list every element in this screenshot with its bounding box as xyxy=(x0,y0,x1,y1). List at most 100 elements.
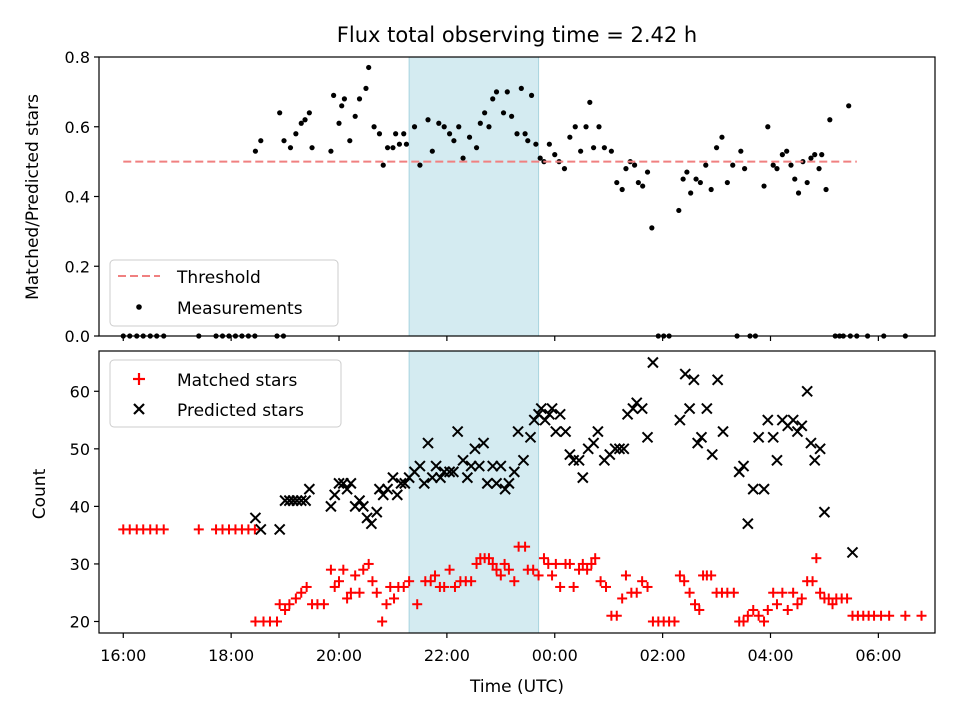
measurement-point xyxy=(779,152,785,158)
predicted-star-point xyxy=(430,460,442,472)
matched-star-point xyxy=(884,610,895,621)
measurement-point xyxy=(578,148,584,154)
measurement-point xyxy=(384,145,391,151)
predicted-star-point xyxy=(762,414,774,426)
top-legend-box xyxy=(109,259,339,327)
predicted-star-point xyxy=(461,471,474,484)
measurement-point xyxy=(572,124,578,130)
measurement-point xyxy=(601,145,607,151)
bottom-y-tick-label: 20 xyxy=(70,612,90,631)
measurement-point xyxy=(644,169,651,175)
matched-star-point xyxy=(900,610,911,621)
predicted-star-point xyxy=(469,443,481,455)
bottom-y-tick-label: 60 xyxy=(70,382,90,401)
predicted-star-point xyxy=(499,483,511,495)
predicted-star-point xyxy=(517,454,530,467)
predicted-star-point xyxy=(481,477,494,490)
matched-star-point xyxy=(381,599,392,610)
matched-star-point xyxy=(483,553,494,564)
measurement-point xyxy=(352,113,358,119)
matched-star-point xyxy=(792,599,803,610)
predicted-star-point xyxy=(328,489,341,501)
bottom-axes-frame xyxy=(98,350,936,634)
measurement-point xyxy=(456,124,462,130)
matched-star-point xyxy=(398,581,409,592)
bottom-panel: 20 30 40 50 60 16:00 18:00 20:00 22:00 00:00 02:0… xyxy=(30,350,936,697)
measurement-point xyxy=(703,162,709,168)
legend-matched-label: Matched stars xyxy=(177,371,297,391)
predicted-star-point xyxy=(742,517,754,530)
predicted-star-point xyxy=(706,448,718,461)
measurement-point xyxy=(819,152,825,158)
top-highlight-span xyxy=(408,56,540,337)
predicted-star-point xyxy=(846,546,859,559)
measurement-point xyxy=(309,145,315,151)
predicted-star-point xyxy=(737,460,750,472)
legend-measurements-swatch xyxy=(136,304,142,310)
measurement-point xyxy=(356,96,363,102)
matched-star-point xyxy=(334,576,345,587)
measurement-point xyxy=(697,179,703,186)
measurement-point xyxy=(366,64,372,71)
measurement-point xyxy=(371,124,377,130)
measurement-point xyxy=(490,96,496,102)
predicted-star-point xyxy=(688,374,700,386)
predicted-star-point xyxy=(535,402,547,415)
predicted-star-point xyxy=(695,431,708,444)
matched-star-point xyxy=(533,570,544,581)
matched-star-point xyxy=(842,593,853,604)
measurement-point xyxy=(376,131,383,137)
matched-star-point xyxy=(345,587,356,598)
predicted-star-point xyxy=(279,494,291,507)
predicted-star-point xyxy=(377,489,389,501)
measurement-point xyxy=(482,110,488,116)
matched-star-point xyxy=(342,593,353,604)
measurement-point xyxy=(676,207,682,214)
matched-star-point xyxy=(338,564,349,575)
measurement-point xyxy=(587,99,593,105)
top-y-tick-label: 0.6 xyxy=(65,118,90,137)
predicted-star-point xyxy=(627,402,639,415)
matched-star-point xyxy=(748,604,759,615)
predicted-star-point xyxy=(587,437,600,449)
legend-threshold-label: Threshold xyxy=(176,268,261,288)
predicted-star-point xyxy=(573,454,585,467)
predicted-star-point xyxy=(291,494,303,507)
measurement-point xyxy=(331,92,337,98)
measurement-point xyxy=(708,186,714,193)
matched-star-point xyxy=(807,576,818,587)
predicted-star-point xyxy=(805,437,817,449)
predicted-star-point xyxy=(592,425,604,438)
matched-star-point xyxy=(363,558,374,569)
measurement-point xyxy=(827,117,833,123)
x-tick-label: 00:00 xyxy=(532,646,578,665)
measurement-point xyxy=(460,155,466,161)
predicted-star-point xyxy=(543,408,556,421)
matched-star-point xyxy=(590,553,601,564)
matched-star-point xyxy=(631,587,642,598)
matched-star-point xyxy=(582,564,593,575)
measurement-point xyxy=(719,134,725,140)
measurement-point xyxy=(761,183,767,189)
measurement-point xyxy=(770,162,776,168)
measurement-point xyxy=(608,148,614,154)
measurement-point xyxy=(287,145,294,151)
matched-star-point xyxy=(706,570,717,581)
measurement-point xyxy=(724,179,730,186)
matched-star-point xyxy=(354,587,365,598)
predicted-star-point xyxy=(349,500,361,513)
measurement-point xyxy=(738,148,744,154)
matched-star-point xyxy=(193,524,204,535)
matched-star-point xyxy=(694,604,705,615)
measurement-point xyxy=(298,120,304,126)
matched-star-point xyxy=(301,581,312,592)
predicted-star-point xyxy=(341,483,353,495)
matched-star-point xyxy=(284,599,295,610)
matched-star-point xyxy=(600,581,611,592)
top-y-tick-label: 0.4 xyxy=(65,188,90,207)
measurement-point xyxy=(258,138,264,144)
measurement-point xyxy=(347,138,353,144)
measurement-point xyxy=(514,131,520,137)
predicted-star-point xyxy=(554,408,566,421)
